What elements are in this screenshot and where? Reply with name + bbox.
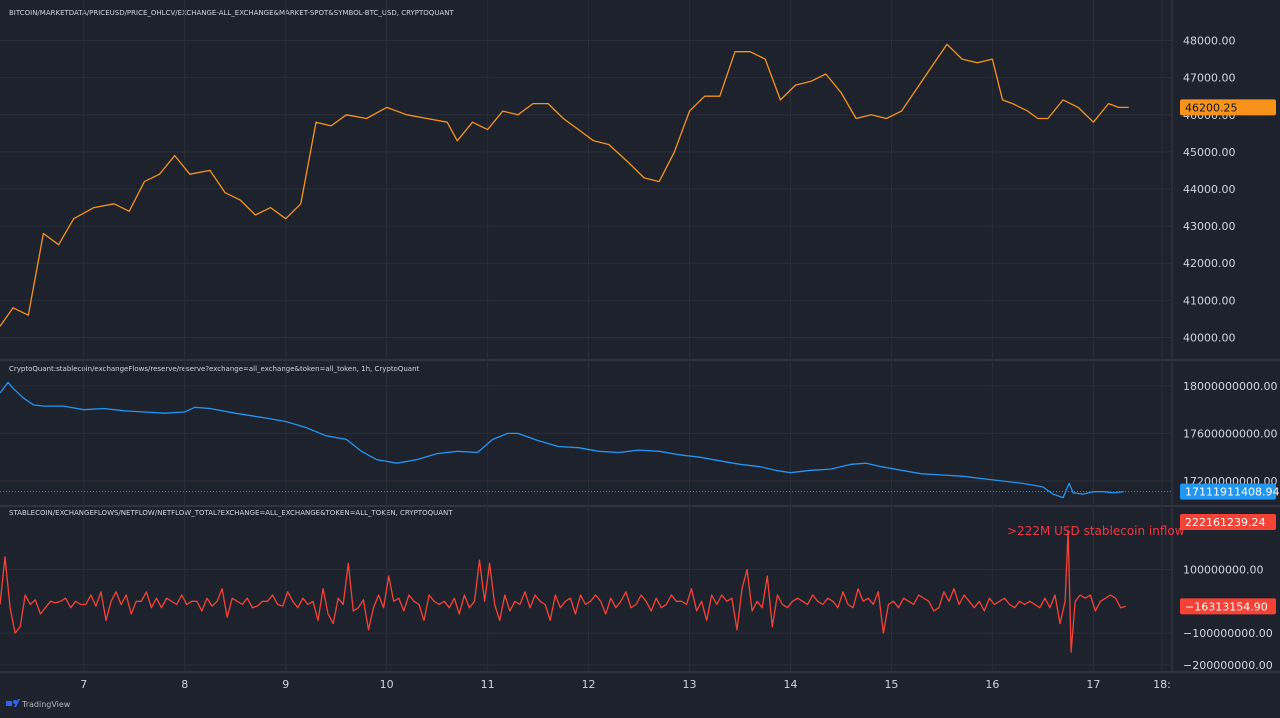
last-value-badge: 17111911408.94 [1180, 483, 1279, 500]
last-value-badge: 46200.25 [1180, 99, 1276, 116]
y-tick-label: 41000.00 [1183, 294, 1236, 307]
series-line [0, 381, 1124, 499]
x-tick-label: 15 [884, 678, 898, 691]
y-tick-label: 44000.00 [1183, 183, 1236, 196]
x-tick-label: 13 [683, 678, 697, 691]
inflow-annotation: >222M USD stablecoin inflow [1007, 524, 1185, 538]
tradingview-logo[interactable]: TradingView [6, 699, 71, 709]
x-tick-label: 12 [582, 678, 596, 691]
x-tick-label: 10 [380, 678, 394, 691]
pane-2-title: CryptoQuant:stablecoin/exchangeFlows/res… [9, 365, 420, 373]
y-tick-label: −200000000.00 [1183, 659, 1273, 672]
badge-label: 222161239.24 [1185, 516, 1265, 529]
x-tick-label: 7 [80, 678, 87, 691]
y-tick-label: 42000.00 [1183, 257, 1236, 270]
last-value-badge: 222161239.24 [1180, 514, 1276, 530]
badge-label: 46200.25 [1185, 101, 1238, 114]
x-tick-label: 8 [181, 678, 188, 691]
last-value-badge: −16313154.90 [1180, 598, 1276, 615]
series-line [0, 43, 1129, 327]
y-tick-label: 17600000000.00 [1183, 427, 1277, 440]
y-tick-label: 43000.00 [1183, 220, 1236, 233]
y-tick-label: 45000.00 [1183, 146, 1236, 159]
pane-1-title: BITCOIN/MARKETDATA/PRICEUSD/PRICE_OHLCV/… [9, 9, 454, 17]
series-line [0, 530, 1126, 653]
badge-background [1180, 483, 1276, 500]
badge-label: 17111911408.94 [1185, 486, 1279, 499]
y-tick-label: 48000.00 [1183, 35, 1236, 48]
badge-background [1180, 514, 1276, 530]
badge-label: −16313154.90 [1185, 600, 1268, 613]
badge-background [1180, 99, 1276, 116]
last-value-badges: 46200.25 17111911408.94 222161239.24 −16313… [1180, 99, 1279, 615]
y-tick-label: 47000.00 [1183, 72, 1236, 85]
x-tick-label: 11 [481, 678, 495, 691]
y-tick-label: 100000000.00 [1183, 564, 1263, 577]
tradingview-wordmark: TradingView [21, 700, 71, 709]
x-tick-label: 17 [1086, 678, 1100, 691]
x-tick-label: 18: [1153, 678, 1171, 691]
x-tick-label: 14 [783, 678, 797, 691]
y-tick-label: 40000.00 [1183, 331, 1236, 344]
y-tick-label: −100000000.00 [1183, 627, 1273, 640]
x-tick-label: 16 [985, 678, 999, 691]
series-lines [0, 43, 1172, 653]
pane-3-title: STABLECOIN/EXCHANGEFLOWS/NETFLOW/NETFLOW… [9, 509, 453, 517]
grid-lines [0, 0, 1172, 672]
y-tick-label: 18000000000.00 [1183, 380, 1277, 393]
tradingview-icon [6, 699, 20, 707]
y-axis-ticks: 40000.00 41000.00 42000.00 43000.00 44000.00… [1183, 35, 1277, 672]
x-tick-label: 9 [282, 678, 289, 691]
time-axis[interactable]: 7 8 9 10 11 12 13 14 15 16 17 18: [80, 678, 1171, 691]
badge-background [1180, 598, 1276, 615]
